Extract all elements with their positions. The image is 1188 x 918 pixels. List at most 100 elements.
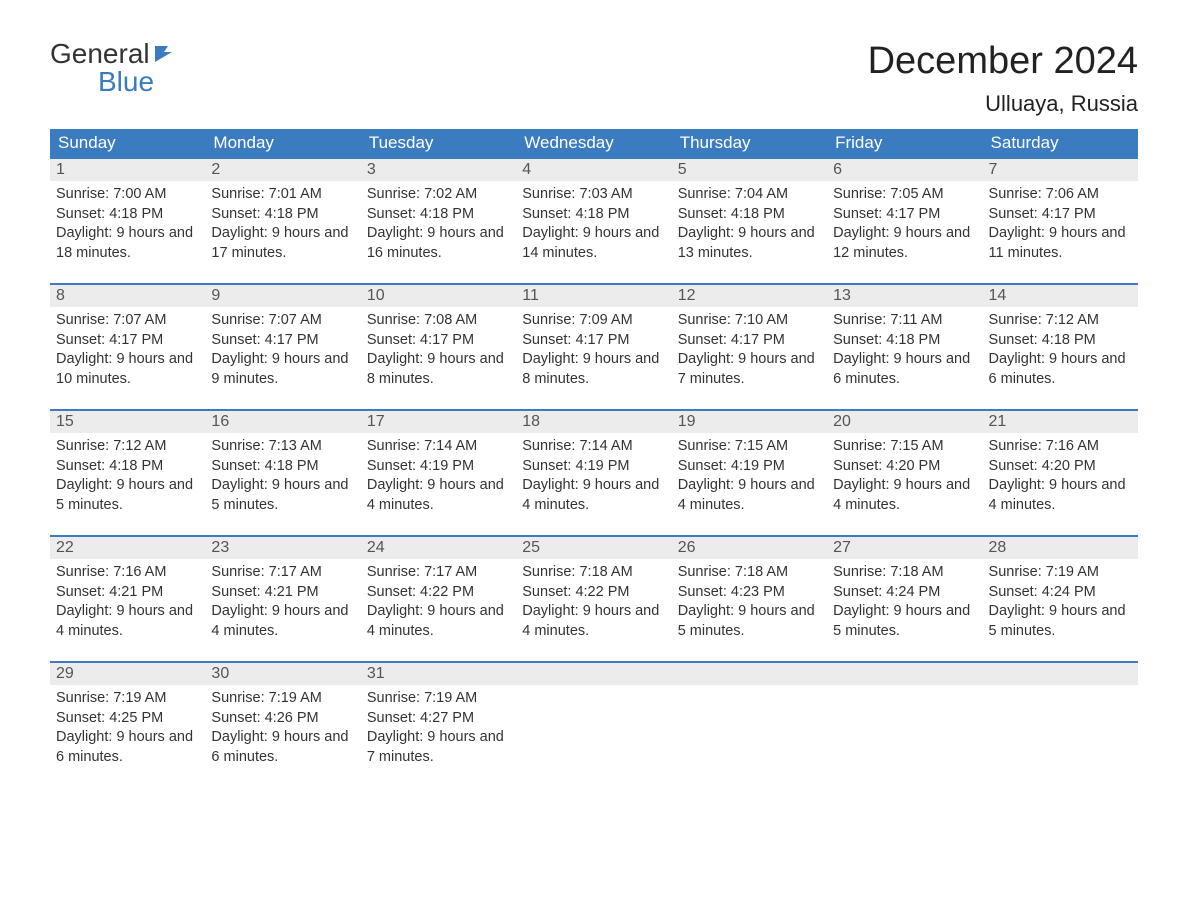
- sunrise-line: Sunrise: 7:05 AM: [833, 185, 976, 205]
- daylight-line: Daylight: 9 hours and 4 minutes.: [522, 602, 665, 641]
- sunrise-line: Sunrise: 7:02 AM: [367, 185, 510, 205]
- sunrise-line: Sunrise: 7:08 AM: [367, 311, 510, 331]
- cell-body: Sunrise: 7:09 AMSunset: 4:17 PMDaylight:…: [516, 307, 671, 393]
- calendar-cell: 9Sunrise: 7:07 AMSunset: 4:17 PMDaylight…: [205, 285, 360, 395]
- daylight-line: Daylight: 9 hours and 18 minutes.: [56, 224, 199, 263]
- cell-body: Sunrise: 7:13 AMSunset: 4:18 PMDaylight:…: [205, 433, 360, 519]
- day-number: [672, 663, 827, 685]
- sunset-line: Sunset: 4:18 PM: [211, 205, 354, 225]
- daylight-line: Daylight: 9 hours and 4 minutes.: [678, 476, 821, 515]
- sunrise-line: Sunrise: 7:00 AM: [56, 185, 199, 205]
- cell-body: Sunrise: 7:18 AMSunset: 4:24 PMDaylight:…: [827, 559, 982, 645]
- day-number: 3: [361, 159, 516, 181]
- calendar-cell: 10Sunrise: 7:08 AMSunset: 4:17 PMDayligh…: [361, 285, 516, 395]
- cell-body: Sunrise: 7:03 AMSunset: 4:18 PMDaylight:…: [516, 181, 671, 267]
- sunset-line: Sunset: 4:17 PM: [989, 205, 1132, 225]
- calendar-cell: [983, 663, 1138, 773]
- sunrise-line: Sunrise: 7:18 AM: [833, 563, 976, 583]
- calendar-cell: 21Sunrise: 7:16 AMSunset: 4:20 PMDayligh…: [983, 411, 1138, 521]
- day-header-row: SundayMondayTuesdayWednesdayThursdayFrid…: [50, 129, 1138, 157]
- sunrise-line: Sunrise: 7:07 AM: [211, 311, 354, 331]
- sunset-line: Sunset: 4:18 PM: [211, 457, 354, 477]
- day-number: 11: [516, 285, 671, 307]
- daylight-line: Daylight: 9 hours and 6 minutes.: [833, 350, 976, 389]
- calendar-cell: 20Sunrise: 7:15 AMSunset: 4:20 PMDayligh…: [827, 411, 982, 521]
- cell-body: Sunrise: 7:19 AMSunset: 4:25 PMDaylight:…: [50, 685, 205, 771]
- calendar-cell: 27Sunrise: 7:18 AMSunset: 4:24 PMDayligh…: [827, 537, 982, 647]
- sunset-line: Sunset: 4:17 PM: [367, 331, 510, 351]
- daylight-line: Daylight: 9 hours and 9 minutes.: [211, 350, 354, 389]
- cell-body: Sunrise: 7:11 AMSunset: 4:18 PMDaylight:…: [827, 307, 982, 393]
- calendar-cell: [672, 663, 827, 773]
- day-number: [983, 663, 1138, 685]
- daylight-line: Daylight: 9 hours and 13 minutes.: [678, 224, 821, 263]
- calendar-cell: [516, 663, 671, 773]
- sunrise-line: Sunrise: 7:12 AM: [989, 311, 1132, 331]
- brand-line1: General: [50, 40, 150, 68]
- daylight-line: Daylight: 9 hours and 5 minutes.: [678, 602, 821, 641]
- day-number: 27: [827, 537, 982, 559]
- sunset-line: Sunset: 4:24 PM: [989, 583, 1132, 603]
- calendar-cell: 14Sunrise: 7:12 AMSunset: 4:18 PMDayligh…: [983, 285, 1138, 395]
- day-header: Thursday: [672, 129, 827, 157]
- sunset-line: Sunset: 4:18 PM: [833, 331, 976, 351]
- day-number: 28: [983, 537, 1138, 559]
- sunrise-line: Sunrise: 7:07 AM: [56, 311, 199, 331]
- daylight-line: Daylight: 9 hours and 14 minutes.: [522, 224, 665, 263]
- brand-line2: Blue: [98, 68, 174, 96]
- day-number: 9: [205, 285, 360, 307]
- sunset-line: Sunset: 4:19 PM: [367, 457, 510, 477]
- daylight-line: Daylight: 9 hours and 4 minutes.: [522, 476, 665, 515]
- day-number: 23: [205, 537, 360, 559]
- cell-body: Sunrise: 7:10 AMSunset: 4:17 PMDaylight:…: [672, 307, 827, 393]
- daylight-line: Daylight: 9 hours and 6 minutes.: [211, 728, 354, 767]
- calendar-cell: 16Sunrise: 7:13 AMSunset: 4:18 PMDayligh…: [205, 411, 360, 521]
- day-header: Monday: [205, 129, 360, 157]
- sunset-line: Sunset: 4:18 PM: [367, 205, 510, 225]
- day-number: 12: [672, 285, 827, 307]
- day-number: 7: [983, 159, 1138, 181]
- calendar-cell: 30Sunrise: 7:19 AMSunset: 4:26 PMDayligh…: [205, 663, 360, 773]
- day-number: 18: [516, 411, 671, 433]
- sunrise-line: Sunrise: 7:17 AM: [211, 563, 354, 583]
- daylight-line: Daylight: 9 hours and 16 minutes.: [367, 224, 510, 263]
- sunset-line: Sunset: 4:23 PM: [678, 583, 821, 603]
- day-number: 19: [672, 411, 827, 433]
- day-number: 1: [50, 159, 205, 181]
- cell-body: Sunrise: 7:15 AMSunset: 4:19 PMDaylight:…: [672, 433, 827, 519]
- calendar-cell: 29Sunrise: 7:19 AMSunset: 4:25 PMDayligh…: [50, 663, 205, 773]
- cell-body: Sunrise: 7:07 AMSunset: 4:17 PMDaylight:…: [50, 307, 205, 393]
- day-number: 17: [361, 411, 516, 433]
- calendar-cell: 2Sunrise: 7:01 AMSunset: 4:18 PMDaylight…: [205, 159, 360, 269]
- day-number: [827, 663, 982, 685]
- calendar-cell: 22Sunrise: 7:16 AMSunset: 4:21 PMDayligh…: [50, 537, 205, 647]
- daylight-line: Daylight: 9 hours and 4 minutes.: [56, 602, 199, 641]
- page-title: December 2024: [868, 40, 1138, 83]
- calendar-cell: 24Sunrise: 7:17 AMSunset: 4:22 PMDayligh…: [361, 537, 516, 647]
- sunset-line: Sunset: 4:20 PM: [989, 457, 1132, 477]
- cell-body: Sunrise: 7:14 AMSunset: 4:19 PMDaylight:…: [361, 433, 516, 519]
- sunset-line: Sunset: 4:27 PM: [367, 709, 510, 729]
- cell-body: Sunrise: 7:05 AMSunset: 4:17 PMDaylight:…: [827, 181, 982, 267]
- sunrise-line: Sunrise: 7:12 AM: [56, 437, 199, 457]
- cell-body: Sunrise: 7:19 AMSunset: 4:27 PMDaylight:…: [361, 685, 516, 771]
- calendar-cell: 31Sunrise: 7:19 AMSunset: 4:27 PMDayligh…: [361, 663, 516, 773]
- cell-body: Sunrise: 7:02 AMSunset: 4:18 PMDaylight:…: [361, 181, 516, 267]
- calendar-cell: 8Sunrise: 7:07 AMSunset: 4:17 PMDaylight…: [50, 285, 205, 395]
- day-number: 16: [205, 411, 360, 433]
- cell-body: Sunrise: 7:18 AMSunset: 4:23 PMDaylight:…: [672, 559, 827, 645]
- flag-icon: [154, 44, 174, 64]
- sunset-line: Sunset: 4:24 PM: [833, 583, 976, 603]
- cell-body: Sunrise: 7:15 AMSunset: 4:20 PMDaylight:…: [827, 433, 982, 519]
- day-number: 26: [672, 537, 827, 559]
- sunset-line: Sunset: 4:19 PM: [678, 457, 821, 477]
- day-header: Saturday: [983, 129, 1138, 157]
- calendar-week: 29Sunrise: 7:19 AMSunset: 4:25 PMDayligh…: [50, 661, 1138, 773]
- sunset-line: Sunset: 4:21 PM: [211, 583, 354, 603]
- calendar-cell: 23Sunrise: 7:17 AMSunset: 4:21 PMDayligh…: [205, 537, 360, 647]
- sunrise-line: Sunrise: 7:11 AM: [833, 311, 976, 331]
- calendar-cell: 11Sunrise: 7:09 AMSunset: 4:17 PMDayligh…: [516, 285, 671, 395]
- calendar-week: 8Sunrise: 7:07 AMSunset: 4:17 PMDaylight…: [50, 283, 1138, 395]
- calendar-cell: 12Sunrise: 7:10 AMSunset: 4:17 PMDayligh…: [672, 285, 827, 395]
- calendar-cell: 3Sunrise: 7:02 AMSunset: 4:18 PMDaylight…: [361, 159, 516, 269]
